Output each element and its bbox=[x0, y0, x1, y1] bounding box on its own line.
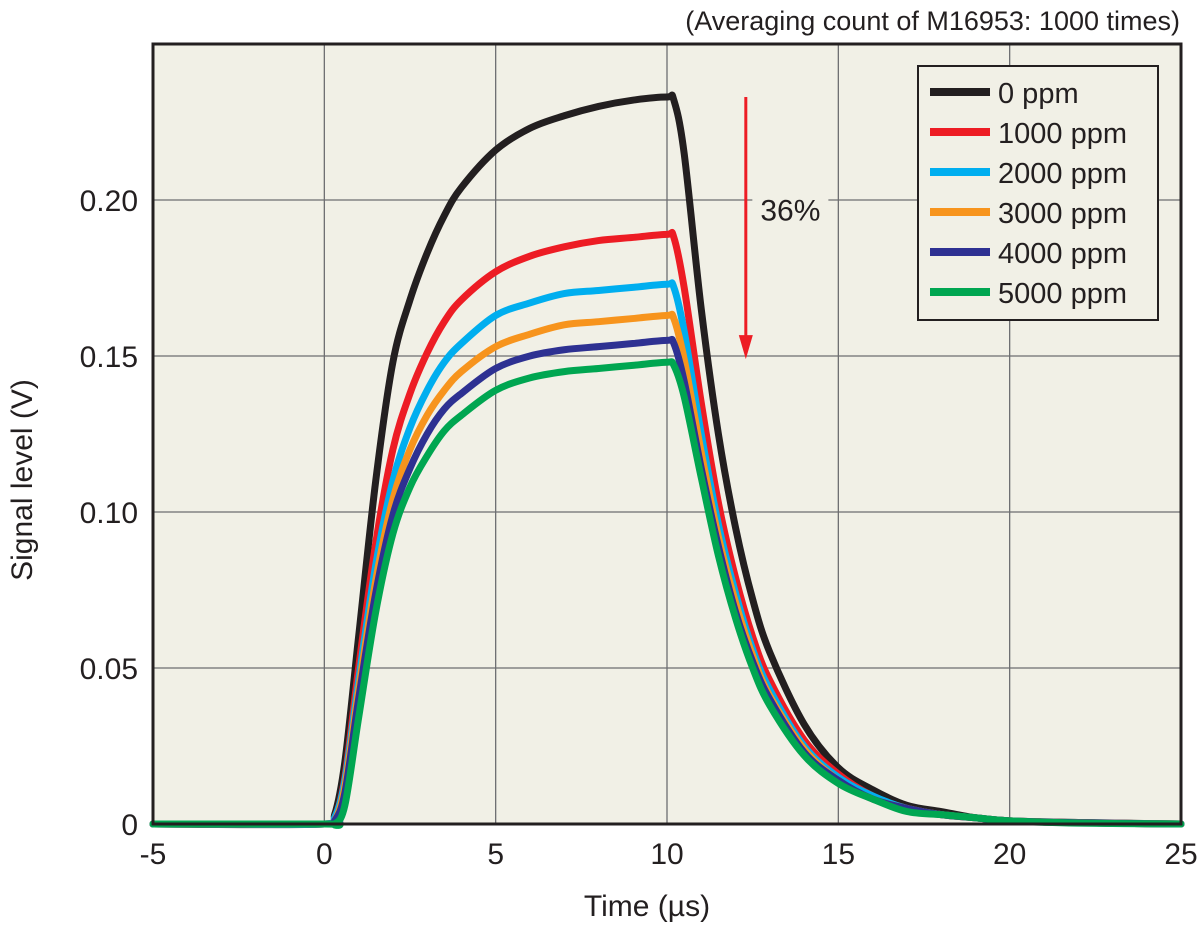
annotation: 36% bbox=[738, 97, 829, 360]
x-tick-label: 15 bbox=[822, 838, 855, 871]
y-axis-title: Signal level (V) bbox=[6, 379, 39, 581]
y-tick-label: 0.10 bbox=[80, 497, 138, 530]
legend-label: 1000 ppm bbox=[998, 118, 1127, 150]
legend-label: 2000 ppm bbox=[998, 158, 1127, 190]
legend-label: 0 ppm bbox=[998, 78, 1079, 110]
x-tick-label: -5 bbox=[140, 838, 167, 871]
x-tick-label: 20 bbox=[993, 838, 1026, 871]
legend-label: 4000 ppm bbox=[998, 238, 1127, 270]
legend: 0 ppm 1000 ppm 2000 ppm 3000 ppm 4000 ppm 500… bbox=[917, 65, 1159, 321]
legend-box bbox=[917, 65, 1159, 321]
legend-label: 3000 ppm bbox=[998, 198, 1127, 230]
x-tick-label: 5 bbox=[487, 838, 504, 871]
plot-frame bbox=[151, 42, 1183, 826]
y-tick-label: 0 bbox=[121, 809, 138, 842]
legend-label: 5000 ppm bbox=[998, 278, 1127, 310]
series-line-5 bbox=[149, 358, 1185, 829]
y-tick-label: 0.15 bbox=[80, 341, 138, 374]
x-axis-title: Time (µs) bbox=[584, 890, 710, 923]
annotation-label: 36% bbox=[760, 194, 820, 227]
x-tick-label: 25 bbox=[1164, 838, 1197, 871]
series-lines bbox=[149, 91, 1185, 829]
annotation-arrow-head bbox=[738, 335, 753, 360]
grid bbox=[153, 44, 1181, 824]
y-tick-label: 0.20 bbox=[80, 185, 138, 218]
x-tick-label: 10 bbox=[650, 838, 683, 871]
annotation-label-bg bbox=[752, 191, 829, 228]
x-tick-label: 0 bbox=[316, 838, 333, 871]
series-line-0 bbox=[149, 91, 1185, 829]
note-text: (Averaging count of M16953: 1000 times) bbox=[685, 6, 1180, 36]
y-tick-label: 0.05 bbox=[80, 653, 138, 686]
